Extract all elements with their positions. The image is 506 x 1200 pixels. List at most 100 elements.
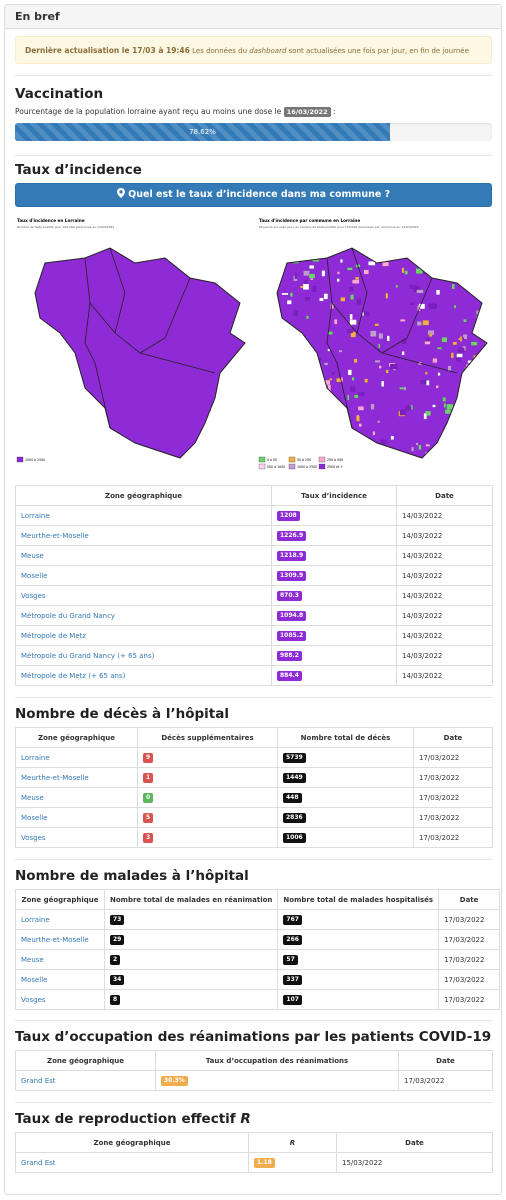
- table-cell: 1006: [277, 827, 414, 848]
- table-cell: Meurthe-et-Moselle: [15, 525, 272, 546]
- text: :: [333, 107, 336, 116]
- table-cell: 14/03/2022: [396, 565, 493, 586]
- column-header: R: [248, 1132, 337, 1153]
- column-header: Taux d’incidence: [271, 485, 397, 506]
- vaccination-text: Pourcentage de la population lorraine ay…: [15, 107, 336, 117]
- commune: [418, 444, 422, 450]
- progress-fill: 78.62%: [15, 123, 391, 141]
- zone-link[interactable]: Grand Est: [21, 1158, 56, 1167]
- table-cell: 988.2: [271, 645, 397, 666]
- commune: [441, 337, 448, 343]
- commune: [409, 285, 417, 289]
- table-cell: Vosges: [15, 989, 105, 1010]
- commune: [424, 341, 431, 345]
- table-cell: 17/03/2022: [438, 949, 501, 970]
- cell-text: 14/03/2022: [402, 571, 443, 580]
- table-row: Meuse 0 448 17/03/2022: [15, 787, 493, 808]
- table-row: Lorraine 9 5739 17/03/2022: [15, 747, 493, 768]
- cell-text: 14/03/2022: [402, 651, 443, 660]
- commune: [401, 351, 405, 356]
- table-cell: 1309.9: [271, 565, 397, 586]
- value-badge: 1006: [283, 832, 306, 843]
- section-title: Taux d’occupation des réanimations par l…: [15, 1029, 492, 1045]
- legend-label: 2500 et +: [327, 465, 343, 469]
- commune: [458, 347, 465, 353]
- zone-link[interactable]: Métropole du Grand Nancy: [21, 611, 116, 620]
- commune: [336, 278, 340, 282]
- zone-link[interactable]: Métropole de Metz: [21, 631, 87, 640]
- commune: [363, 269, 369, 275]
- value-badge: 1226.9: [277, 530, 307, 541]
- table-cell: 14/03/2022: [396, 585, 493, 606]
- zone-link[interactable]: Moselle: [21, 975, 48, 984]
- zone-link[interactable]: Grand Est: [21, 1076, 56, 1085]
- zone-link[interactable]: Vosges: [21, 995, 46, 1004]
- table-row: Métropole de Metz 1085.2 14/03/2022: [15, 625, 493, 646]
- commune: [423, 413, 427, 420]
- zone-link[interactable]: Lorraine: [21, 753, 50, 762]
- value-badge: 29: [110, 934, 125, 945]
- table-cell: Vosges: [15, 827, 138, 848]
- zone-link[interactable]: Meurthe-et-Moselle: [21, 773, 89, 782]
- commune: [377, 420, 381, 423]
- table-row: Vosges 3 1006 17/03/2022: [15, 827, 493, 848]
- table-cell: 5: [137, 807, 278, 828]
- header-row: Zone géographique Nombre total de malades…: [15, 889, 501, 910]
- commune: [370, 403, 375, 410]
- value-badge: 266: [283, 934, 302, 945]
- table-cell: Moselle: [15, 969, 105, 990]
- commune: [403, 386, 407, 391]
- table-cell: 17/03/2022: [438, 909, 501, 930]
- commune: [338, 349, 343, 353]
- table-cell: Lorraine: [15, 505, 272, 526]
- table-cell: 1.18: [248, 1152, 337, 1173]
- zone-link[interactable]: Vosges: [21, 833, 46, 842]
- legend-swatch: [288, 463, 296, 470]
- zone-link[interactable]: Vosges: [21, 591, 46, 600]
- progress-bar: 78.62%: [15, 123, 492, 141]
- table-cell: Lorraine: [15, 747, 138, 768]
- column-header: Zone géographique: [15, 1132, 249, 1153]
- commune: [349, 319, 357, 325]
- commune: [425, 444, 431, 447]
- commune: [329, 378, 333, 381]
- zone-link[interactable]: Lorraine: [21, 511, 50, 520]
- zone-link[interactable]: Meuse: [21, 955, 44, 964]
- commune: [452, 341, 458, 346]
- zone-link[interactable]: Meuse: [21, 793, 44, 802]
- zone-link[interactable]: Lorraine: [21, 915, 50, 924]
- zone-link[interactable]: Moselle: [21, 813, 48, 822]
- zone-link[interactable]: Meurthe-et-Moselle: [21, 531, 89, 540]
- value-badge: 107: [283, 994, 302, 1005]
- value-badge: 5: [143, 812, 154, 823]
- zone-link[interactable]: Meurthe-et-Moselle: [21, 935, 89, 944]
- column-header: Nombre total de malades hospitalisés: [277, 889, 440, 910]
- table-cell: Lorraine: [15, 909, 105, 930]
- commune: [428, 303, 436, 308]
- commune-button[interactable]: Quel est le taux d’incidence dans ma com…: [15, 183, 492, 207]
- section-title: Nombre de malades à l’hôpital: [15, 868, 249, 884]
- alert-text: Les données du: [192, 47, 248, 55]
- table-cell: Métropole du Grand Nancy: [15, 605, 272, 626]
- zone-link[interactable]: Moselle: [21, 571, 48, 580]
- commune: [304, 280, 308, 284]
- zone-link[interactable]: Meuse: [21, 551, 44, 560]
- commune: [363, 311, 370, 317]
- commune: [293, 310, 298, 316]
- panel: En bref: [4, 4, 502, 1195]
- table-cell: 17/03/2022: [413, 807, 493, 828]
- header-row: Zone géographique R Date: [15, 1132, 493, 1153]
- separator: [15, 75, 492, 76]
- commune: [458, 337, 463, 341]
- alert-text: sont actualisées une fois par jour, en f…: [288, 47, 469, 55]
- commune: [353, 358, 358, 363]
- table-cell: Métropole du Grand Nancy (+ 65 ans): [15, 645, 272, 666]
- value-badge: 337: [283, 974, 302, 985]
- table-cell: 107: [277, 989, 440, 1010]
- zone-link[interactable]: Métropole de Metz (+ 65 ans): [21, 671, 126, 680]
- zone-link[interactable]: Métropole du Grand Nancy (+ 65 ans): [21, 651, 155, 660]
- table-cell: 2836: [277, 807, 414, 828]
- table-cell: 448: [277, 787, 414, 808]
- table-cell: Métropole de Metz: [15, 625, 272, 646]
- table-cell: Métropole de Metz (+ 65 ans): [15, 665, 272, 686]
